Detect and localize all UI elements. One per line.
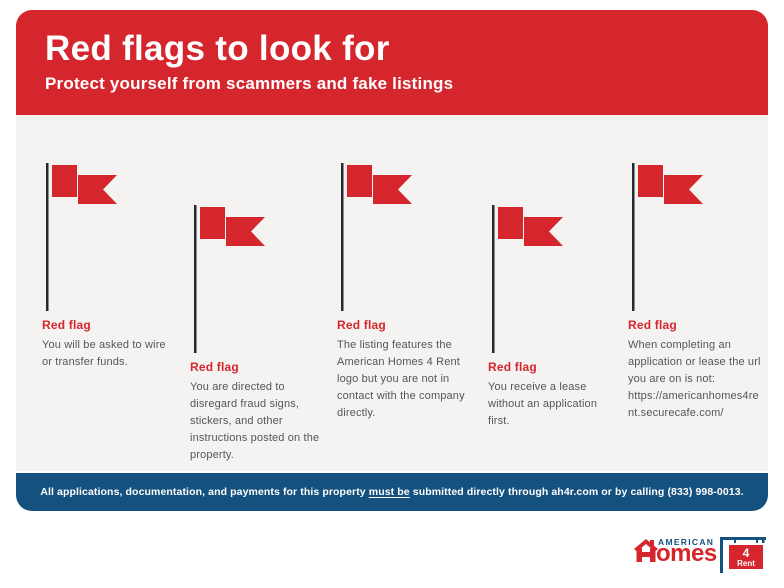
sign-word-text: Rent <box>737 559 755 568</box>
flag-label: Red flag <box>488 360 537 374</box>
red-flag-icon <box>492 205 563 353</box>
flag-description: You will be asked to wire or transfer fu… <box>42 339 166 368</box>
flag-description: You receive a lease without an applicati… <box>488 381 598 427</box>
page-subtitle: Protect yourself from scammers and fake … <box>45 74 454 93</box>
notice-bar: All applications, documentation, and pay… <box>16 473 768 511</box>
flag-columns-area: Red flag You will be asked to wire or tr… <box>16 115 768 471</box>
logo-homes-text: omes <box>656 540 717 567</box>
four-rent-sign-icon: 4 Rent <box>720 537 766 573</box>
flag-column-1: Red flag You will be asked to wire or tr… <box>42 163 168 371</box>
header-banner: Red flags to look for Protect yourself f… <box>16 10 768 115</box>
flag-label: Red flag <box>628 318 677 332</box>
flag-column-5: Red flag When completing an application … <box>628 163 764 422</box>
flag-column-3: Red flag The listing features the Americ… <box>337 163 465 422</box>
red-flag-icon <box>632 163 703 311</box>
flag-description: You are directed to disregard fraud sign… <box>190 381 320 461</box>
red-flag-icon <box>46 163 117 311</box>
flag-description: When completing an application or lease … <box>628 339 761 419</box>
flag-label: Red flag <box>190 360 239 374</box>
notice-prefix: All applications, documentation, and pay… <box>40 486 369 498</box>
flag-label: Red flag <box>42 318 91 332</box>
page-title: Red flags to look for <box>45 29 390 68</box>
flag-column-4: Red flag You receive a lease without an … <box>488 205 606 430</box>
notice-emphasis: must be <box>368 486 410 498</box>
sign-number-text: 4 <box>743 546 750 560</box>
house-h-icon <box>634 539 658 562</box>
notice-suffix: submitted directly through ah4r.com or b… <box>409 486 744 498</box>
flag-description: The listing features the American Homes … <box>337 339 465 419</box>
notice-text: All applications, documentation, and pay… <box>30 486 753 498</box>
red-flag-icon <box>341 163 412 311</box>
american-homes-4-rent-logo: AMERICAN omes 4 Rent <box>634 531 770 579</box>
flag-label: Red flag <box>337 318 386 332</box>
flag-column-2: Red flag You are directed to disregard f… <box>190 205 326 464</box>
red-flag-icon <box>194 205 265 353</box>
logo-american-text: AMERICAN <box>658 537 715 547</box>
